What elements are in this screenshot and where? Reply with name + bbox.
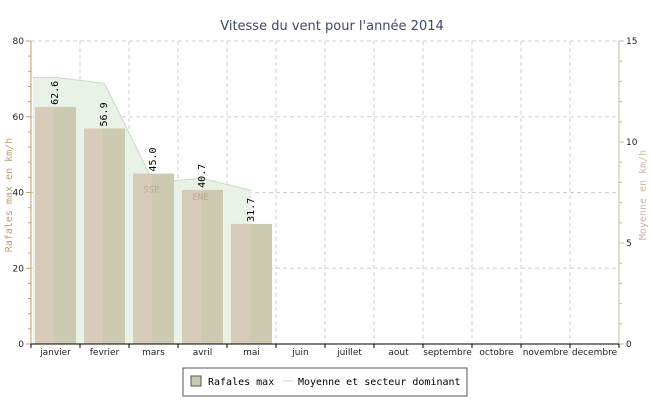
average-line [33,76,252,191]
sector-label: ENE [192,193,208,203]
bar [250,223,272,344]
legend-label-average: Moyenne et secteur dominant [298,377,461,388]
bar [103,128,125,344]
x-tick-label: fevrier [90,348,120,358]
bar-shadow [84,128,104,344]
y2-axis-label: Moyenne en km/h [638,150,649,240]
data-label: 62.6 [50,81,61,105]
data-label: 56.9 [99,102,110,126]
legend-box [182,367,468,397]
x-tick-label: octobre [479,348,514,358]
sector-label: SSE [143,186,159,196]
chart-title: Vitesse du vent pour l'année 2014 [220,19,444,34]
data-label: 40.7 [197,164,208,188]
x-tick-label: aout [388,348,409,358]
x-tick-label: juillet [336,348,362,358]
x-tick-label: novembre [523,348,569,358]
bar-shadow [182,189,202,344]
y-tick-label: 80 [13,37,25,47]
bars-layer [35,106,272,344]
y-tick-label: 60 [13,113,25,123]
axes [26,40,624,348]
bar [54,106,76,344]
legend-swatch-bars [190,375,202,387]
x-tick-label: avril [193,348,213,358]
bar [201,189,223,344]
y2-tick-label: 15 [626,37,637,47]
x-tick-label: decembre [572,348,618,358]
x-tick-label: mars [142,348,165,358]
data-label: 45.0 [148,147,159,171]
y-tick-label: 40 [13,189,25,199]
legend-label-bars: Rafales max [208,377,274,388]
bar-shadow [35,106,55,344]
x-tick-label: janvier [39,348,71,358]
y2-tick-label: 10 [626,138,638,148]
y2-tick-label: 5 [626,239,632,249]
y2-tick-label: 0 [626,340,632,350]
x-tick-label: mai [243,348,260,358]
y-tick-label: 0 [18,340,24,350]
bar [152,173,174,344]
x-tick-label: juin [291,348,308,358]
y-tick-label: 20 [13,264,25,274]
bar-shadow [231,223,251,344]
data-label: 31.7 [246,198,257,222]
bar-shadow [133,173,153,344]
labels-layer: 0 20 40 60 80 0 5 10 15 janvier fevrier mars avril ma… [13,37,638,358]
y-axis-label: Rafales max en km/h [4,138,15,252]
legend: Rafales max Moyenne et secteur dominant [182,367,468,397]
x-tick-label: septembre [423,348,472,358]
